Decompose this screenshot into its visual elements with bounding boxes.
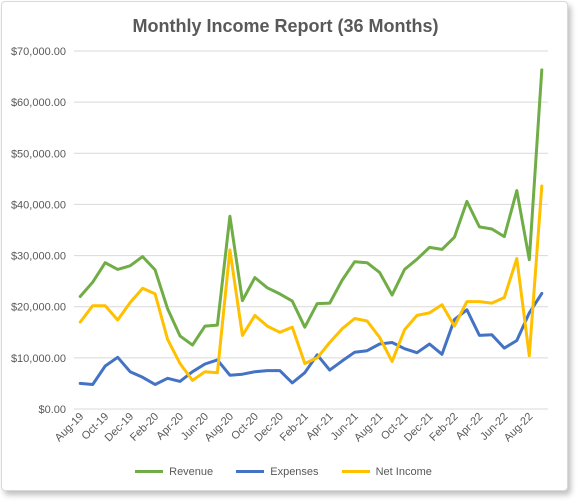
legend-item-revenue: Revenue <box>135 466 213 478</box>
y-tick-label: $70,000.00 <box>11 46 66 58</box>
legend-item-expenses: Expenses <box>236 465 319 478</box>
x-tick-label: Feb-22 <box>427 411 460 444</box>
y-tick-label: $50,000.00 <box>11 148 66 160</box>
legend-swatch-net-income <box>341 470 370 473</box>
series-line-expenses <box>78 291 544 386</box>
series-line-net-income <box>78 184 544 382</box>
y-tick-label: $40,000.00 <box>11 199 66 211</box>
chart-legend: Revenue Expenses Net Income <box>0 464 567 478</box>
legend-label-expenses: Expenses <box>270 465 319 478</box>
x-tick-label: Feb-20 <box>128 411 161 444</box>
legend-label-net-income: Net Income <box>375 465 432 478</box>
y-tick-label: $30,000.00 <box>11 251 66 263</box>
y-tick-label: $10,000.00 <box>11 353 66 365</box>
x-tick-label: Feb-21 <box>278 411 311 444</box>
y-tick-label: $0.00 <box>38 404 66 416</box>
legend-swatch-expenses <box>236 470 265 473</box>
legend-item-net-income: Net Income <box>341 465 432 478</box>
y-tick-label: $20,000.00 <box>11 302 66 314</box>
y-tick-label: $60,000.00 <box>11 97 66 109</box>
series-line-revenue <box>78 68 544 347</box>
chart-title: Monthly Income Report (36 Months) <box>132 16 439 36</box>
legend-label-revenue: Revenue <box>169 465 214 478</box>
legend-swatch-revenue <box>135 470 164 473</box>
